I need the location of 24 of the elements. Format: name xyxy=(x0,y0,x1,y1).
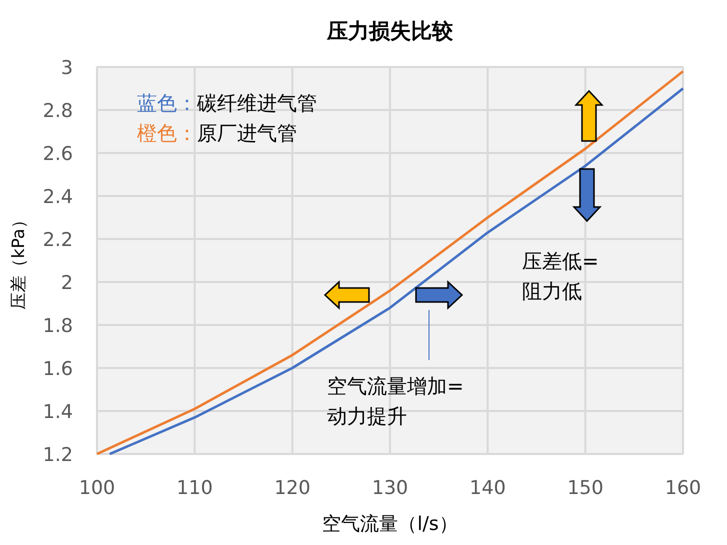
x-tick-label: 140 xyxy=(470,477,506,499)
y-tick-label: 1.2 xyxy=(42,444,73,466)
y-tick-label: 2.8 xyxy=(42,100,73,122)
y-tick-label: 2 xyxy=(60,272,73,294)
x-tick-label: 120 xyxy=(274,477,310,499)
y-tick-label: 1.4 xyxy=(42,401,73,423)
y-tick-label: 3 xyxy=(60,57,73,79)
chart-title: 压力损失比较 xyxy=(326,19,454,43)
y-tick-label: 2.6 xyxy=(42,143,73,165)
y-tick-label: 2.2 xyxy=(42,229,73,251)
y-tick-label: 1.8 xyxy=(42,315,73,337)
y-axis-title: 压差（kPa） xyxy=(9,212,29,310)
x-tick-label: 130 xyxy=(372,477,408,499)
x-tick-label: 110 xyxy=(176,477,213,499)
y-tick-label: 1.6 xyxy=(42,358,73,380)
x-tick-label: 150 xyxy=(567,477,604,499)
x-tick-label: 160 xyxy=(664,477,702,499)
y-tick-label: 2.4 xyxy=(42,186,73,208)
text: 橙色：原厂进气管 xyxy=(137,121,297,145)
text: 蓝色：碳纤维进气管 xyxy=(137,91,317,115)
annotation: 空气流量增加=动力提升 xyxy=(327,374,464,428)
annotation: 压差低=阻力低 xyxy=(522,249,599,303)
x-axis-title: 空气流量（l/s） xyxy=(322,513,458,535)
x-tick-label: 100 xyxy=(78,477,116,499)
